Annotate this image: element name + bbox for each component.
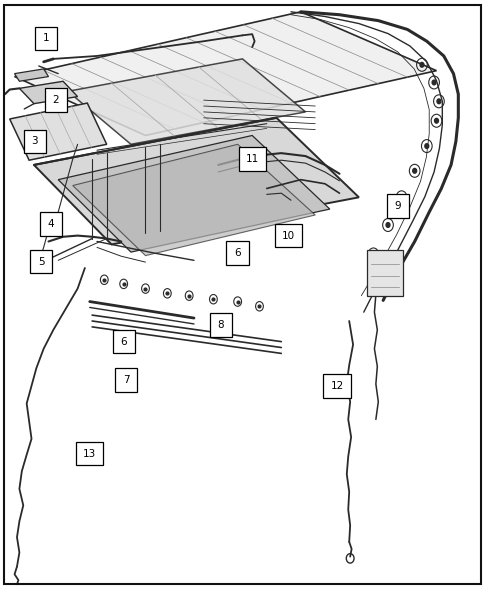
Text: 8: 8	[217, 320, 224, 330]
FancyBboxPatch shape	[112, 330, 135, 353]
Polygon shape	[15, 12, 436, 135]
FancyBboxPatch shape	[366, 250, 402, 296]
FancyBboxPatch shape	[323, 374, 350, 398]
Text: 6: 6	[234, 249, 241, 258]
Text: 3: 3	[31, 137, 38, 146]
FancyBboxPatch shape	[209, 313, 231, 337]
Polygon shape	[10, 103, 106, 160]
FancyBboxPatch shape	[40, 212, 62, 236]
Circle shape	[385, 223, 389, 227]
Text: 7: 7	[122, 375, 129, 385]
Circle shape	[419, 62, 423, 67]
Text: 13: 13	[83, 449, 96, 458]
FancyBboxPatch shape	[45, 88, 67, 112]
FancyBboxPatch shape	[226, 241, 248, 265]
Text: 2: 2	[52, 95, 59, 105]
Text: 4: 4	[47, 219, 54, 229]
Text: 11: 11	[245, 154, 258, 164]
FancyBboxPatch shape	[76, 442, 103, 465]
Polygon shape	[15, 69, 48, 81]
Text: 5: 5	[38, 257, 45, 266]
Text: 12: 12	[330, 381, 343, 391]
Circle shape	[431, 80, 435, 85]
Polygon shape	[34, 118, 358, 244]
FancyBboxPatch shape	[386, 194, 408, 218]
Text: 10: 10	[281, 231, 295, 240]
Polygon shape	[19, 81, 77, 104]
Text: 9: 9	[393, 201, 400, 211]
Circle shape	[434, 118, 438, 123]
Circle shape	[412, 168, 416, 173]
Polygon shape	[58, 135, 329, 252]
FancyBboxPatch shape	[30, 250, 52, 273]
Polygon shape	[73, 144, 315, 256]
FancyBboxPatch shape	[115, 368, 137, 392]
Circle shape	[399, 195, 403, 200]
FancyBboxPatch shape	[35, 27, 57, 50]
Polygon shape	[68, 59, 305, 144]
Circle shape	[424, 144, 428, 148]
Text: 1: 1	[43, 34, 49, 43]
FancyBboxPatch shape	[238, 147, 265, 171]
Circle shape	[371, 252, 375, 257]
FancyBboxPatch shape	[274, 224, 302, 247]
Circle shape	[436, 99, 440, 104]
Text: 6: 6	[120, 337, 127, 346]
FancyBboxPatch shape	[24, 130, 46, 153]
